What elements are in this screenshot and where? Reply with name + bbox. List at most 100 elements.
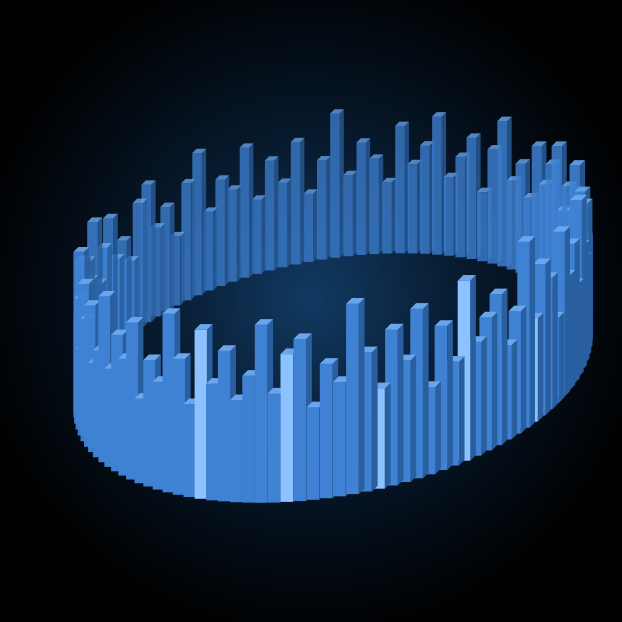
bar-top-face [330,109,344,114]
bar-top-face [103,213,118,219]
bar-top-face [432,112,447,117]
bar-side-face [352,170,358,257]
bar-front-face [515,163,526,273]
bar-front-face [317,160,327,260]
bar-top-face [215,175,230,180]
bar-side-face [287,178,292,268]
bar-top-face [126,316,144,323]
bar-front-face [346,303,359,495]
bar-top-face [517,236,536,242]
bar-side-face [397,323,404,486]
bar-front-face [420,145,430,254]
bar-front-face [160,207,171,311]
bar-front-face [242,375,255,503]
bar-side-face [552,272,558,410]
bar-top-face [466,133,481,138]
bar-front-face [545,164,556,289]
bar-front-face [395,126,405,254]
bar-top-face [83,300,101,306]
spectrum-bars [73,109,593,503]
bar-front-face [432,116,442,255]
bar-side-face [511,339,518,440]
bar-front-face [172,358,185,495]
bar-front-face [215,179,225,286]
bar-top-face [143,354,161,361]
bar-front-face [206,383,219,501]
spectrum-bar [395,121,409,254]
spectrum-bar [192,148,207,296]
bar-front-face [356,142,366,255]
bar-front-face [477,192,487,262]
bar-side-face [422,303,429,479]
spectrum-bar [369,154,384,255]
bar-top-face [552,226,571,232]
bar-top-face [192,148,207,154]
bar-side-face [170,202,175,311]
bar-side-face [371,346,378,492]
bar-front-face [443,177,454,256]
bar-top-face [356,138,371,143]
bar-top-face [551,141,567,147]
bar-front-face [551,146,562,294]
bar-front-face [531,146,542,281]
spectrum-bar [239,143,254,278]
bar-top-face [369,154,384,159]
bar-front-face [98,296,110,463]
spectrum-bar [252,195,266,274]
spectrum-bar [346,297,365,495]
bar-front-face [143,360,156,487]
bar-front-face [227,189,237,282]
bar-top-face [570,194,587,201]
bar-side-face [261,195,266,274]
bar-top-face [254,319,274,325]
bar-top-face [489,288,508,295]
bar-side-face [213,207,218,291]
bar-front-face [104,368,117,467]
bar-side-face [365,138,371,255]
spectrum-bar [407,159,422,254]
bar-front-face [194,329,207,499]
spectrum-bar [215,175,230,286]
bar-side-face [564,226,571,397]
bar-front-face [254,324,268,503]
bar-top-face [141,180,156,185]
bar-side-face [160,223,165,317]
bar-front-face [369,158,379,255]
spectrum-bar [382,177,397,254]
bar-front-face [229,400,243,503]
bar-front-face [126,322,138,480]
bar-top-face [508,305,527,312]
bar-front-face [407,164,418,254]
bar-side-face [201,148,207,296]
bar-top-face [319,358,339,364]
spectrum-bar [264,156,279,271]
bar-side-face [410,354,417,483]
bar-side-face [142,198,147,329]
bar-side-face [435,381,441,475]
bar-top-face [497,116,512,122]
bar-front-face [343,175,353,257]
bar-side-face [339,109,344,258]
bar-front-face [181,183,191,301]
bar-top-face [515,159,531,164]
bar-side-face [520,305,527,434]
spectrum-bar [181,178,196,301]
bar-top-face [73,246,90,252]
bar-front-face [267,393,281,503]
bar-front-face [330,113,340,258]
bar-top-face [420,141,434,146]
bar-front-face [118,358,131,476]
bar-side-face [313,189,318,262]
bar-side-face [545,258,551,416]
bar-top-face [77,278,94,284]
bar-front-face [333,382,346,497]
spectrum-bar [420,141,434,254]
bar-side-face [151,180,156,323]
bar-top-face [479,311,498,318]
bar-front-face [306,407,320,500]
bar-top-face [116,236,132,241]
spectrum-bar [303,189,318,262]
bar-top-face [98,291,116,297]
